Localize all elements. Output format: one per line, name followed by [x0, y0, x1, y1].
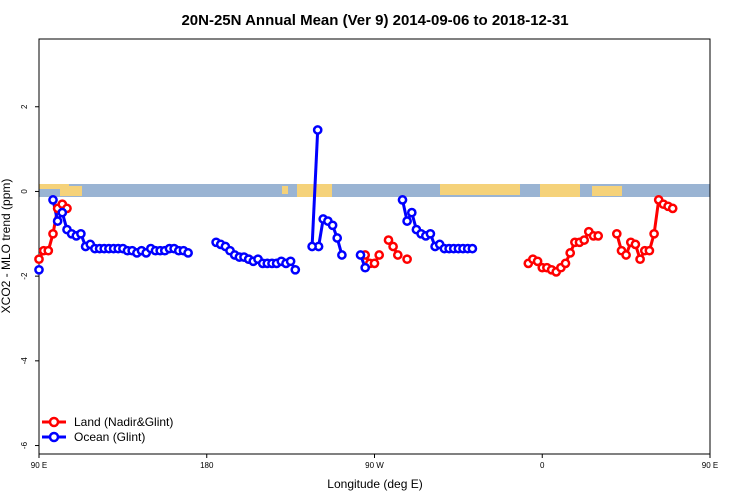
x-tick-label: 90 W — [365, 461, 384, 470]
legend-marker-land — [48, 416, 60, 428]
data-point-ocean-glint — [337, 250, 347, 260]
data-point-ocean-glint — [397, 195, 408, 205]
land-patch — [39, 184, 69, 189]
x-tick-label: 90 E — [702, 461, 718, 470]
data-point-land-nadir-glint — [635, 254, 645, 265]
data-point-ocean-glint — [360, 262, 371, 273]
data-point-land-nadir-glint — [621, 250, 631, 260]
data-point-land-nadir-glint — [43, 245, 54, 256]
data-point-ocean-spike-segment — [312, 125, 323, 135]
data-point-land-nadir-glint — [392, 250, 403, 260]
chart-title: 20N-25N Annual Mean (Ver 9) 2014-09-06 t… — [181, 12, 568, 29]
x-axis: 90 E 180 90 W 0 90 E — [31, 454, 718, 470]
land-patch — [60, 186, 82, 196]
y-tick-label: -2 — [20, 272, 29, 280]
data-point-ocean-glint — [402, 216, 412, 226]
land-patch — [540, 184, 580, 197]
y-tick-label: 0 — [20, 189, 29, 194]
data-point-ocean-glint — [52, 216, 63, 226]
data-point-land-nadir-glint — [593, 231, 604, 241]
data-point-land-nadir-glint — [34, 254, 44, 265]
map-band — [39, 184, 710, 197]
legend-label-land: Land (Nadir&Glint) — [74, 415, 173, 429]
data-point-land-nadir-glint — [374, 250, 385, 260]
data-point-land-nadir-glint — [560, 258, 571, 269]
data-point-ocean-glint — [290, 264, 301, 275]
y-tick-label: 2 — [20, 104, 29, 109]
x-tick-label: 90 E — [31, 461, 47, 470]
data-point-ocean-glint — [355, 250, 366, 260]
data-point-ocean-glint — [57, 207, 68, 218]
x-tick-label: 0 — [540, 461, 545, 470]
data-point-land-nadir-glint — [644, 245, 655, 256]
legend-marker-ocean — [48, 431, 60, 443]
legend: Land (Nadir&Glint) Ocean (Glint) — [42, 415, 173, 444]
data-point-land-nadir-glint — [402, 254, 412, 265]
data-point-land-nadir-glint — [611, 228, 622, 239]
data-point-land-nadir-glint — [532, 256, 543, 267]
x-tick-label: 180 — [200, 461, 214, 470]
data-point-land-nadir-glint — [579, 235, 590, 245]
data-point-ocean-glint — [327, 220, 338, 231]
y-tick-label: -6 — [20, 441, 29, 449]
y-axis-label: XCO2 - MLO trend (ppm) — [0, 179, 13, 314]
x-axis-label: Longitude (deg E) — [327, 477, 422, 491]
data-point-ocean-glint — [285, 256, 296, 267]
data-point-ocean-glint — [425, 228, 436, 239]
data-point-land-nadir-glint — [383, 235, 394, 245]
data-point-land-nadir-glint — [649, 228, 659, 239]
data-point-ocean-glint — [406, 207, 417, 218]
data-point-ocean-glint — [48, 195, 58, 205]
land-patch — [440, 184, 520, 195]
data-point-land-nadir-glint — [388, 241, 398, 252]
data-point-ocean-glint — [467, 243, 478, 254]
data-point-land-nadir-glint — [48, 228, 58, 239]
legend-label-ocean: Ocean (Glint) — [74, 430, 145, 444]
data-point-ocean-glint — [34, 264, 44, 275]
series-group — [34, 125, 678, 277]
land-patch — [592, 186, 622, 196]
data-point-land-nadir-glint — [630, 239, 641, 250]
data-point-ocean-glint — [332, 233, 343, 243]
data-point-land-nadir-glint — [667, 203, 678, 214]
data-point-ocean-glint — [76, 228, 86, 239]
data-point-land-nadir-glint — [565, 248, 576, 258]
y-axis: 2 0 -2 -4 -6 — [20, 104, 39, 449]
series-line-ocean-spike-segment — [310, 129, 320, 247]
data-point-land-nadir-glint — [369, 258, 380, 269]
data-point-ocean-glint — [183, 248, 193, 258]
data-point-ocean-spike-segment — [307, 241, 317, 252]
y-tick-label: -4 — [20, 357, 29, 365]
land-patch — [282, 186, 288, 194]
